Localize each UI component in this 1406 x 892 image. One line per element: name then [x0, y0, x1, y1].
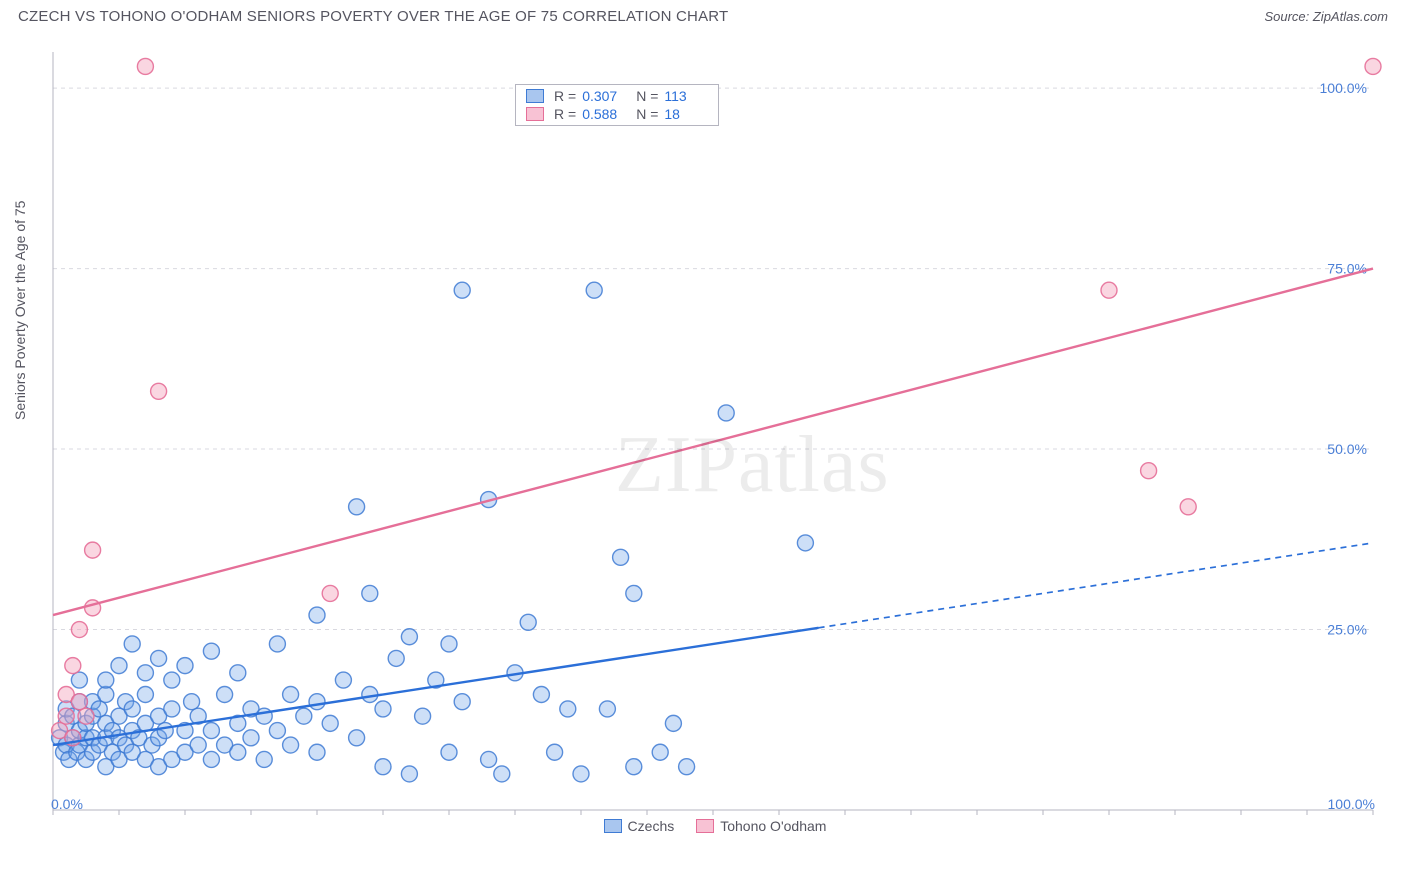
legend-label: Tohono O'odham — [720, 818, 826, 834]
legend-item: Tohono O'odham — [696, 818, 826, 834]
r-label: R = — [554, 88, 576, 104]
svg-text:50.0%: 50.0% — [1327, 441, 1367, 457]
correlation-legend: R = 0.307 N = 113 R = 0.588 N = 18 — [515, 84, 719, 126]
legend-swatch — [526, 89, 544, 103]
n-label: N = — [636, 88, 658, 104]
n-value: 18 — [664, 106, 708, 122]
series-legend: Czechs Tohono O'odham — [45, 818, 1385, 834]
r-label: R = — [554, 106, 576, 122]
scatter-plot: 25.0%50.0%75.0%100.0% — [45, 40, 1385, 820]
chart-title: CZECH VS TOHONO O'ODHAM SENIORS POVERTY … — [18, 8, 728, 25]
legend-item: Czechs — [604, 818, 675, 834]
legend-swatch — [604, 819, 622, 833]
chart-source: Source: ZipAtlas.com — [1264, 9, 1388, 24]
n-label: N = — [636, 106, 658, 122]
y-axis-label: Seniors Poverty Over the Age of 75 — [12, 201, 28, 420]
r-value: 0.307 — [582, 88, 626, 104]
legend-row: R = 0.588 N = 18 — [516, 105, 718, 123]
legend-swatch — [526, 107, 544, 121]
svg-text:100.0%: 100.0% — [1320, 80, 1367, 96]
n-value: 113 — [664, 88, 708, 104]
x-tick-left: 0.0% — [51, 796, 83, 812]
legend-row: R = 0.307 N = 113 — [516, 87, 718, 105]
chart-header: CZECH VS TOHONO O'ODHAM SENIORS POVERTY … — [0, 0, 1406, 29]
svg-text:25.0%: 25.0% — [1327, 622, 1367, 638]
legend-swatch — [696, 819, 714, 833]
chart-area: 25.0%50.0%75.0%100.0% ZIPatlas R = 0.307… — [45, 40, 1385, 840]
legend-label: Czechs — [628, 818, 675, 834]
r-value: 0.588 — [582, 106, 626, 122]
x-tick-right: 100.0% — [1328, 796, 1375, 812]
